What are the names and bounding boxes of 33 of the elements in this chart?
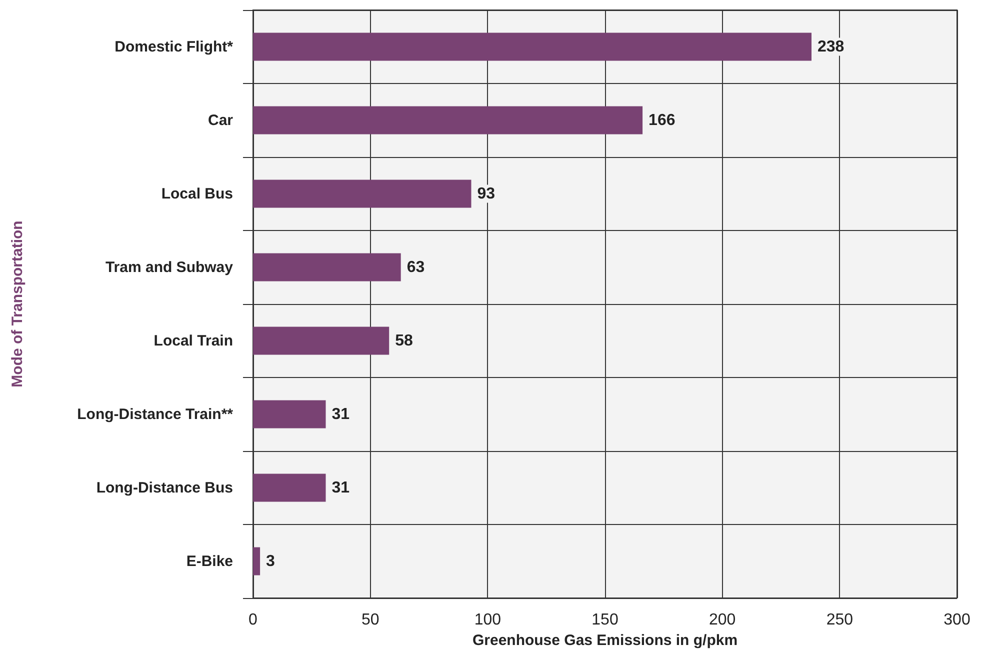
x-tick-label: 250 — [826, 612, 854, 628]
x-axis-title: Greenhouse Gas Emissions in g/pkm — [472, 632, 738, 649]
bar — [253, 253, 401, 282]
y-tick-label: Local Train — [154, 332, 233, 350]
y-tick-label: Domestic Flight* — [114, 38, 234, 56]
y-axis-title: Mode of Transportation — [9, 220, 26, 388]
y-tick-label: Tram and Subway — [105, 258, 234, 276]
x-tick-label: 300 — [944, 612, 970, 628]
data-label: 93 — [477, 185, 496, 202]
data-label: 31 — [332, 406, 350, 423]
bar — [253, 547, 260, 576]
y-tick-label: Car — [208, 112, 234, 129]
data-label: 3 — [266, 552, 276, 570]
y-tick-label: Local Bus — [161, 185, 233, 202]
y-tick-label: Long-Distance Bus — [96, 479, 233, 496]
data-label: 166 — [648, 112, 676, 129]
bar — [253, 326, 390, 355]
bar — [253, 106, 643, 134]
x-tick-label: 100 — [474, 612, 502, 628]
y-tick-label: Long-Distance Train** — [77, 406, 234, 423]
data-label: 58 — [395, 332, 414, 350]
data-label: 31 — [332, 479, 350, 496]
x-tick-label: 150 — [592, 612, 618, 628]
x-tick-label: 0 — [248, 612, 258, 628]
data-label: 63 — [406, 258, 425, 276]
y-tick-label: E-Bike — [186, 552, 233, 570]
bar — [253, 474, 326, 502]
x-tick-label: 200 — [708, 612, 736, 628]
x-tick-label: 50 — [361, 612, 380, 628]
data-label: 238 — [818, 38, 844, 56]
bar — [253, 32, 812, 61]
bar — [253, 180, 472, 208]
bar — [253, 400, 326, 428]
